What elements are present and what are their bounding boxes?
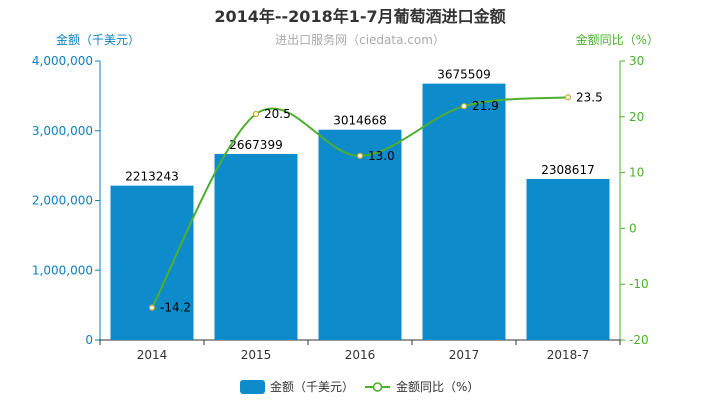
line-value-label: 20.5 <box>264 107 291 121</box>
bar <box>526 178 610 340</box>
legend-line-marker <box>372 382 383 392</box>
legend-bar-swatch <box>240 380 265 394</box>
left-tick-label: 2,000,000 <box>32 194 93 208</box>
chart-subtitle: 进出口服务网（ciedata.com） <box>275 32 445 47</box>
bar-value-label: 2308617 <box>541 163 594 177</box>
bar-value-label: 3014668 <box>333 114 386 128</box>
x-tick-label: 2015 <box>241 348 272 362</box>
line-point <box>148 304 156 311</box>
right-tick-label: -20 <box>629 333 649 347</box>
x-tick-label: 2017 <box>449 348 480 362</box>
line-series: -14.2 20.5 13.0 21.9 23.5 <box>148 90 603 315</box>
x-tick-label: 2016 <box>345 348 376 362</box>
bar-value-label: 2667399 <box>229 138 282 152</box>
legend[interactable]: 金额（千美元） 金额同比（%） <box>240 379 479 394</box>
left-tick-label: 3,000,000 <box>32 124 93 138</box>
line-value-label: -14.2 <box>160 301 191 315</box>
left-tick-label: 4,000,000 <box>32 54 93 68</box>
right-axis-title: 金额同比（%） <box>576 32 659 47</box>
line-point <box>252 110 260 118</box>
left-axis-title: 金额（千美元） <box>56 32 140 47</box>
left-tick-label: 1,000,000 <box>32 263 93 277</box>
right-tick-label: 30 <box>629 54 644 68</box>
legend-bar-label: 金额（千美元） <box>270 379 354 394</box>
line-value-label: 13.0 <box>368 149 395 163</box>
x-tick-label: 2014 <box>137 348 168 362</box>
bar-value-label: 3675509 <box>437 68 490 82</box>
line-value-label: 21.9 <box>472 99 499 113</box>
bar <box>318 129 402 340</box>
bar <box>214 153 298 340</box>
right-tick-label: 20 <box>629 110 644 124</box>
bar <box>422 83 506 341</box>
line-point <box>356 152 364 159</box>
bar-series: 2213243 2667399 3014668 3675509 2308617 <box>110 68 610 341</box>
right-tick-label: 10 <box>629 166 644 180</box>
line-value-label: 23.5 <box>576 90 603 104</box>
line-point <box>460 103 468 110</box>
left-tick-label: 0 <box>85 333 93 347</box>
axes: 0 1,000,000 2,000,000 3,000,000 4,000,000 -20… <box>32 54 649 362</box>
line-point <box>564 94 572 101</box>
chart-title: 2014年--2018年1-7月葡萄酒进口金额 <box>214 7 505 26</box>
right-tick-label: 0 <box>629 221 637 235</box>
line-path <box>151 96 569 309</box>
bar-value-label: 2213243 <box>125 170 178 184</box>
x-tick-label: 2018-7 <box>547 348 590 362</box>
right-tick-label: -10 <box>629 277 649 291</box>
bar <box>110 185 194 340</box>
legend-line-label: 金额同比（%） <box>396 379 479 394</box>
